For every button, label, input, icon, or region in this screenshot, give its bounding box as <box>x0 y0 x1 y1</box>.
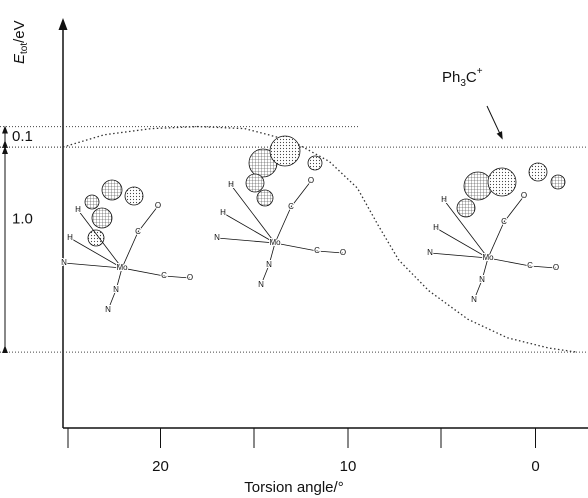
y-label-subscript: tot <box>19 43 30 54</box>
bond <box>268 242 276 266</box>
bond <box>481 257 489 281</box>
orbital-lobe <box>87 229 105 247</box>
y-label-symbol: E <box>11 53 28 64</box>
energy-bracket: 1.0 <box>0 146 588 354</box>
atom-label: O <box>340 248 346 257</box>
annotation-sub: 3 <box>460 78 466 89</box>
x-tick-label: 20 <box>152 458 169 475</box>
atom-label: N <box>427 248 433 257</box>
atom-label: C <box>135 227 141 236</box>
bond <box>222 212 276 244</box>
atom-label: C <box>161 271 167 280</box>
bond <box>115 267 123 291</box>
bond <box>230 184 276 244</box>
orbital-lobe <box>528 162 548 182</box>
atom-label: H <box>433 223 439 232</box>
orbital-lobe <box>84 194 100 210</box>
bond <box>443 199 489 259</box>
atom-label: Mo <box>482 253 494 262</box>
molecule: Mo N N N C O C O H H <box>213 135 347 290</box>
orbital-lobe <box>101 179 123 201</box>
atom-label: Mo <box>269 238 281 247</box>
bond <box>473 279 483 301</box>
bond <box>487 221 505 259</box>
orbital-lobe <box>487 167 517 197</box>
bond <box>274 206 292 244</box>
atom-label: H <box>441 195 447 204</box>
atom-label: N <box>471 295 477 304</box>
x-tick-label: 10 <box>340 458 357 475</box>
atom-label: H <box>67 233 73 242</box>
bond <box>137 205 159 233</box>
y-label-unit: /eV <box>11 20 28 43</box>
y-axis-label: Etot/eV <box>11 20 30 64</box>
atom-label: N <box>214 233 220 242</box>
annotation-rest: C <box>466 69 477 86</box>
x-axis-label: Torsion angle/° <box>244 479 343 496</box>
bond <box>107 289 117 311</box>
orbital-lobe <box>245 173 265 193</box>
atom-label: O <box>155 201 161 210</box>
atom-label: Mo <box>116 263 128 272</box>
atom-label: C <box>527 261 533 270</box>
atom-label: C <box>501 217 507 226</box>
atom-label: H <box>75 205 81 214</box>
atom-label: N <box>266 260 272 269</box>
bond <box>529 265 557 269</box>
bond <box>121 231 139 269</box>
bond <box>260 264 270 286</box>
orbital-lobe <box>256 189 274 207</box>
bond <box>429 252 489 259</box>
x-tick-label: 0 <box>531 458 539 475</box>
orbital-lobe <box>269 135 301 167</box>
atom-label: N <box>105 305 111 314</box>
atom-label: H <box>228 180 234 189</box>
molecule: Mo N N N C O C O H H <box>60 179 194 315</box>
annotation-arrow <box>486 105 503 140</box>
axes <box>58 18 588 448</box>
bracket-label: 0.1 <box>12 128 33 145</box>
bond <box>121 267 165 277</box>
bond <box>163 275 191 279</box>
bond <box>216 237 276 244</box>
bond <box>274 242 318 252</box>
atom-label: H <box>220 208 226 217</box>
bond <box>487 257 531 267</box>
atom-label: N <box>113 285 119 294</box>
bond <box>77 209 123 269</box>
bond <box>69 237 123 269</box>
atom-label: O <box>308 176 314 185</box>
molecule: Mo N N N C O C O H H <box>426 162 566 305</box>
atom-label: N <box>258 280 264 289</box>
bond <box>503 195 525 223</box>
atom-label: C <box>314 246 320 255</box>
orbital-lobe <box>124 186 144 206</box>
annotation-text: Ph <box>442 69 460 86</box>
orbital-lobe <box>307 155 323 171</box>
orbital-lobe <box>550 174 566 190</box>
bond <box>435 227 489 259</box>
atom-label: C <box>288 202 294 211</box>
orbital-lobe <box>91 207 113 229</box>
atom-label: O <box>553 263 559 272</box>
annotation: Ph3C+ <box>442 66 483 89</box>
bracket-label: 1.0 <box>12 211 33 228</box>
orbital-lobe <box>456 198 476 218</box>
atom-label: O <box>187 273 193 282</box>
annotation-sup: + <box>477 66 483 77</box>
atom-label: N <box>479 275 485 284</box>
atom-label: O <box>521 191 527 200</box>
bond <box>63 262 123 269</box>
bond <box>316 250 344 254</box>
atom-label: N <box>61 258 67 267</box>
orbital-lobe <box>463 171 493 201</box>
bond <box>290 180 312 208</box>
